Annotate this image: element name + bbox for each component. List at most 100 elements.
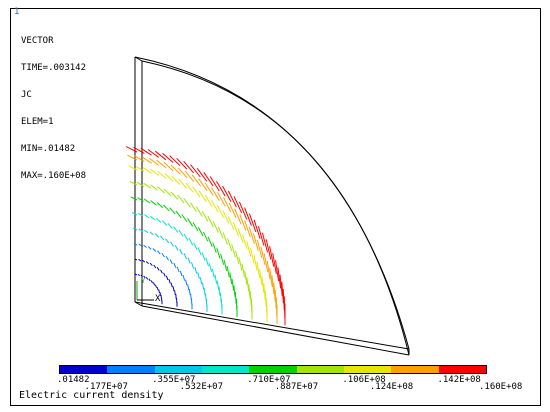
vector-arrow	[143, 275, 146, 279]
vector-arrow	[218, 286, 221, 297]
vector-arrow	[250, 247, 255, 264]
vector-arrow	[239, 214, 247, 231]
vector-arrow	[163, 188, 172, 197]
vector-arrow	[222, 185, 232, 202]
vector-arrow	[157, 250, 161, 255]
vector-arrow	[156, 267, 160, 271]
vector-arrow	[197, 272, 200, 279]
vector-arrow	[183, 253, 187, 260]
vector-arrow	[169, 207, 176, 215]
vector-arrow	[192, 186, 201, 198]
vector-arrow	[177, 167, 188, 179]
legend-label-bottom-2: .887E+07	[274, 382, 319, 392]
vector-arrow	[187, 218, 194, 227]
vector-arrow	[142, 167, 152, 174]
vector-arrow	[220, 253, 225, 265]
vector-arrow	[189, 202, 197, 212]
vector-arrow	[248, 213, 257, 233]
vector-arrow	[145, 261, 149, 265]
vector-arrow	[163, 272, 166, 277]
vector-arrow	[191, 262, 195, 269]
info-panel: VECTOR TIME=.003142 JC ELEM=1 MIN=.01482…	[21, 19, 86, 199]
vector-arrow	[216, 280, 220, 290]
vector-arrow	[257, 226, 265, 246]
vector-arrow	[169, 259, 173, 265]
vector-arrow	[205, 293, 207, 301]
vector-arrow	[222, 232, 228, 245]
vector-arrow	[155, 217, 162, 223]
vector-arrow	[175, 210, 182, 219]
vector-arrow	[208, 263, 213, 273]
vector-arrow	[233, 196, 243, 214]
vector-arrow	[164, 173, 174, 182]
legend-label-top-2: .710E+07	[247, 375, 291, 385]
vector-arrow	[185, 182, 194, 193]
vector-arrow	[203, 172, 214, 187]
vector-arrow	[156, 202, 164, 209]
vector-arrow	[141, 156, 152, 164]
triad-x-label: X	[155, 294, 161, 304]
vector-arrow	[168, 279, 171, 284]
vector-arrow	[197, 226, 204, 237]
vector-arrow	[232, 222, 240, 237]
vector-arrow	[179, 248, 183, 255]
vector-arrow	[138, 228, 143, 232]
vector-arrow	[163, 204, 170, 212]
vector-arrow	[193, 242, 198, 251]
vector-arrow	[170, 282, 173, 288]
vector-arrow	[190, 164, 201, 178]
vector-arrow	[201, 252, 206, 261]
vector-arrow	[140, 147, 152, 156]
info-time: TIME=.003142	[21, 63, 87, 73]
vector-arrow	[281, 281, 284, 304]
vector-arrow	[261, 232, 268, 253]
vector-arrow	[171, 175, 181, 185]
window-number: 1	[14, 7, 20, 17]
vector-arrow	[131, 212, 138, 216]
info-mode: VECTOR	[21, 36, 54, 46]
vector-arrow	[161, 253, 165, 258]
info-elem: ELEM=1	[21, 117, 54, 127]
vector-arrow	[203, 231, 209, 242]
vector-arrow	[234, 291, 237, 304]
vector-arrow	[248, 226, 255, 244]
vector-arrow	[246, 277, 250, 292]
vector-arrow	[133, 146, 145, 154]
vector-arrow	[205, 257, 209, 267]
vector-arrow	[134, 155, 145, 162]
vector-arrow	[212, 242, 217, 253]
vector-arrow	[207, 215, 214, 228]
vector-arrow	[183, 198, 191, 208]
coordinate-triad: Y X	[136, 277, 161, 304]
vector-arrow	[216, 180, 226, 197]
triad-y-label: Y	[141, 277, 146, 285]
legend-label-top-1: .355E+07	[152, 375, 196, 385]
vector-arrow	[207, 236, 213, 247]
vector-arrow	[188, 237, 194, 246]
vector-arrow	[241, 263, 245, 278]
vector-arrow	[198, 190, 207, 202]
vector-arrow	[202, 282, 205, 290]
vector-arrow	[156, 286, 159, 291]
vector-arrow	[227, 216, 235, 231]
vector-arrow	[147, 246, 152, 250]
graphics-viewport[interactable]: 1 VECTOR TIME=.003142 JC ELEM=1 MIN=.014…	[10, 7, 541, 406]
vector-arrow	[178, 229, 184, 237]
vector-arrow	[227, 190, 237, 208]
vector-arrow	[143, 182, 152, 189]
vector-arrow	[272, 253, 277, 274]
vector-arrow	[150, 200, 157, 206]
vector-arrow	[156, 159, 167, 169]
vector-arrow	[195, 206, 203, 217]
legend-swatch-0	[60, 366, 108, 373]
vector-arrow	[150, 215, 156, 221]
vector-arrow	[143, 244, 147, 248]
info-min: MIN=.01482	[21, 144, 76, 154]
vector-arrow	[173, 262, 177, 268]
vector-arrow	[134, 273, 138, 276]
vector-arrow	[183, 160, 194, 174]
vector-arrow	[238, 201, 248, 220]
vector-arrow	[216, 204, 225, 219]
vector-arrow	[147, 149, 159, 158]
vector-arrow	[148, 278, 151, 282]
